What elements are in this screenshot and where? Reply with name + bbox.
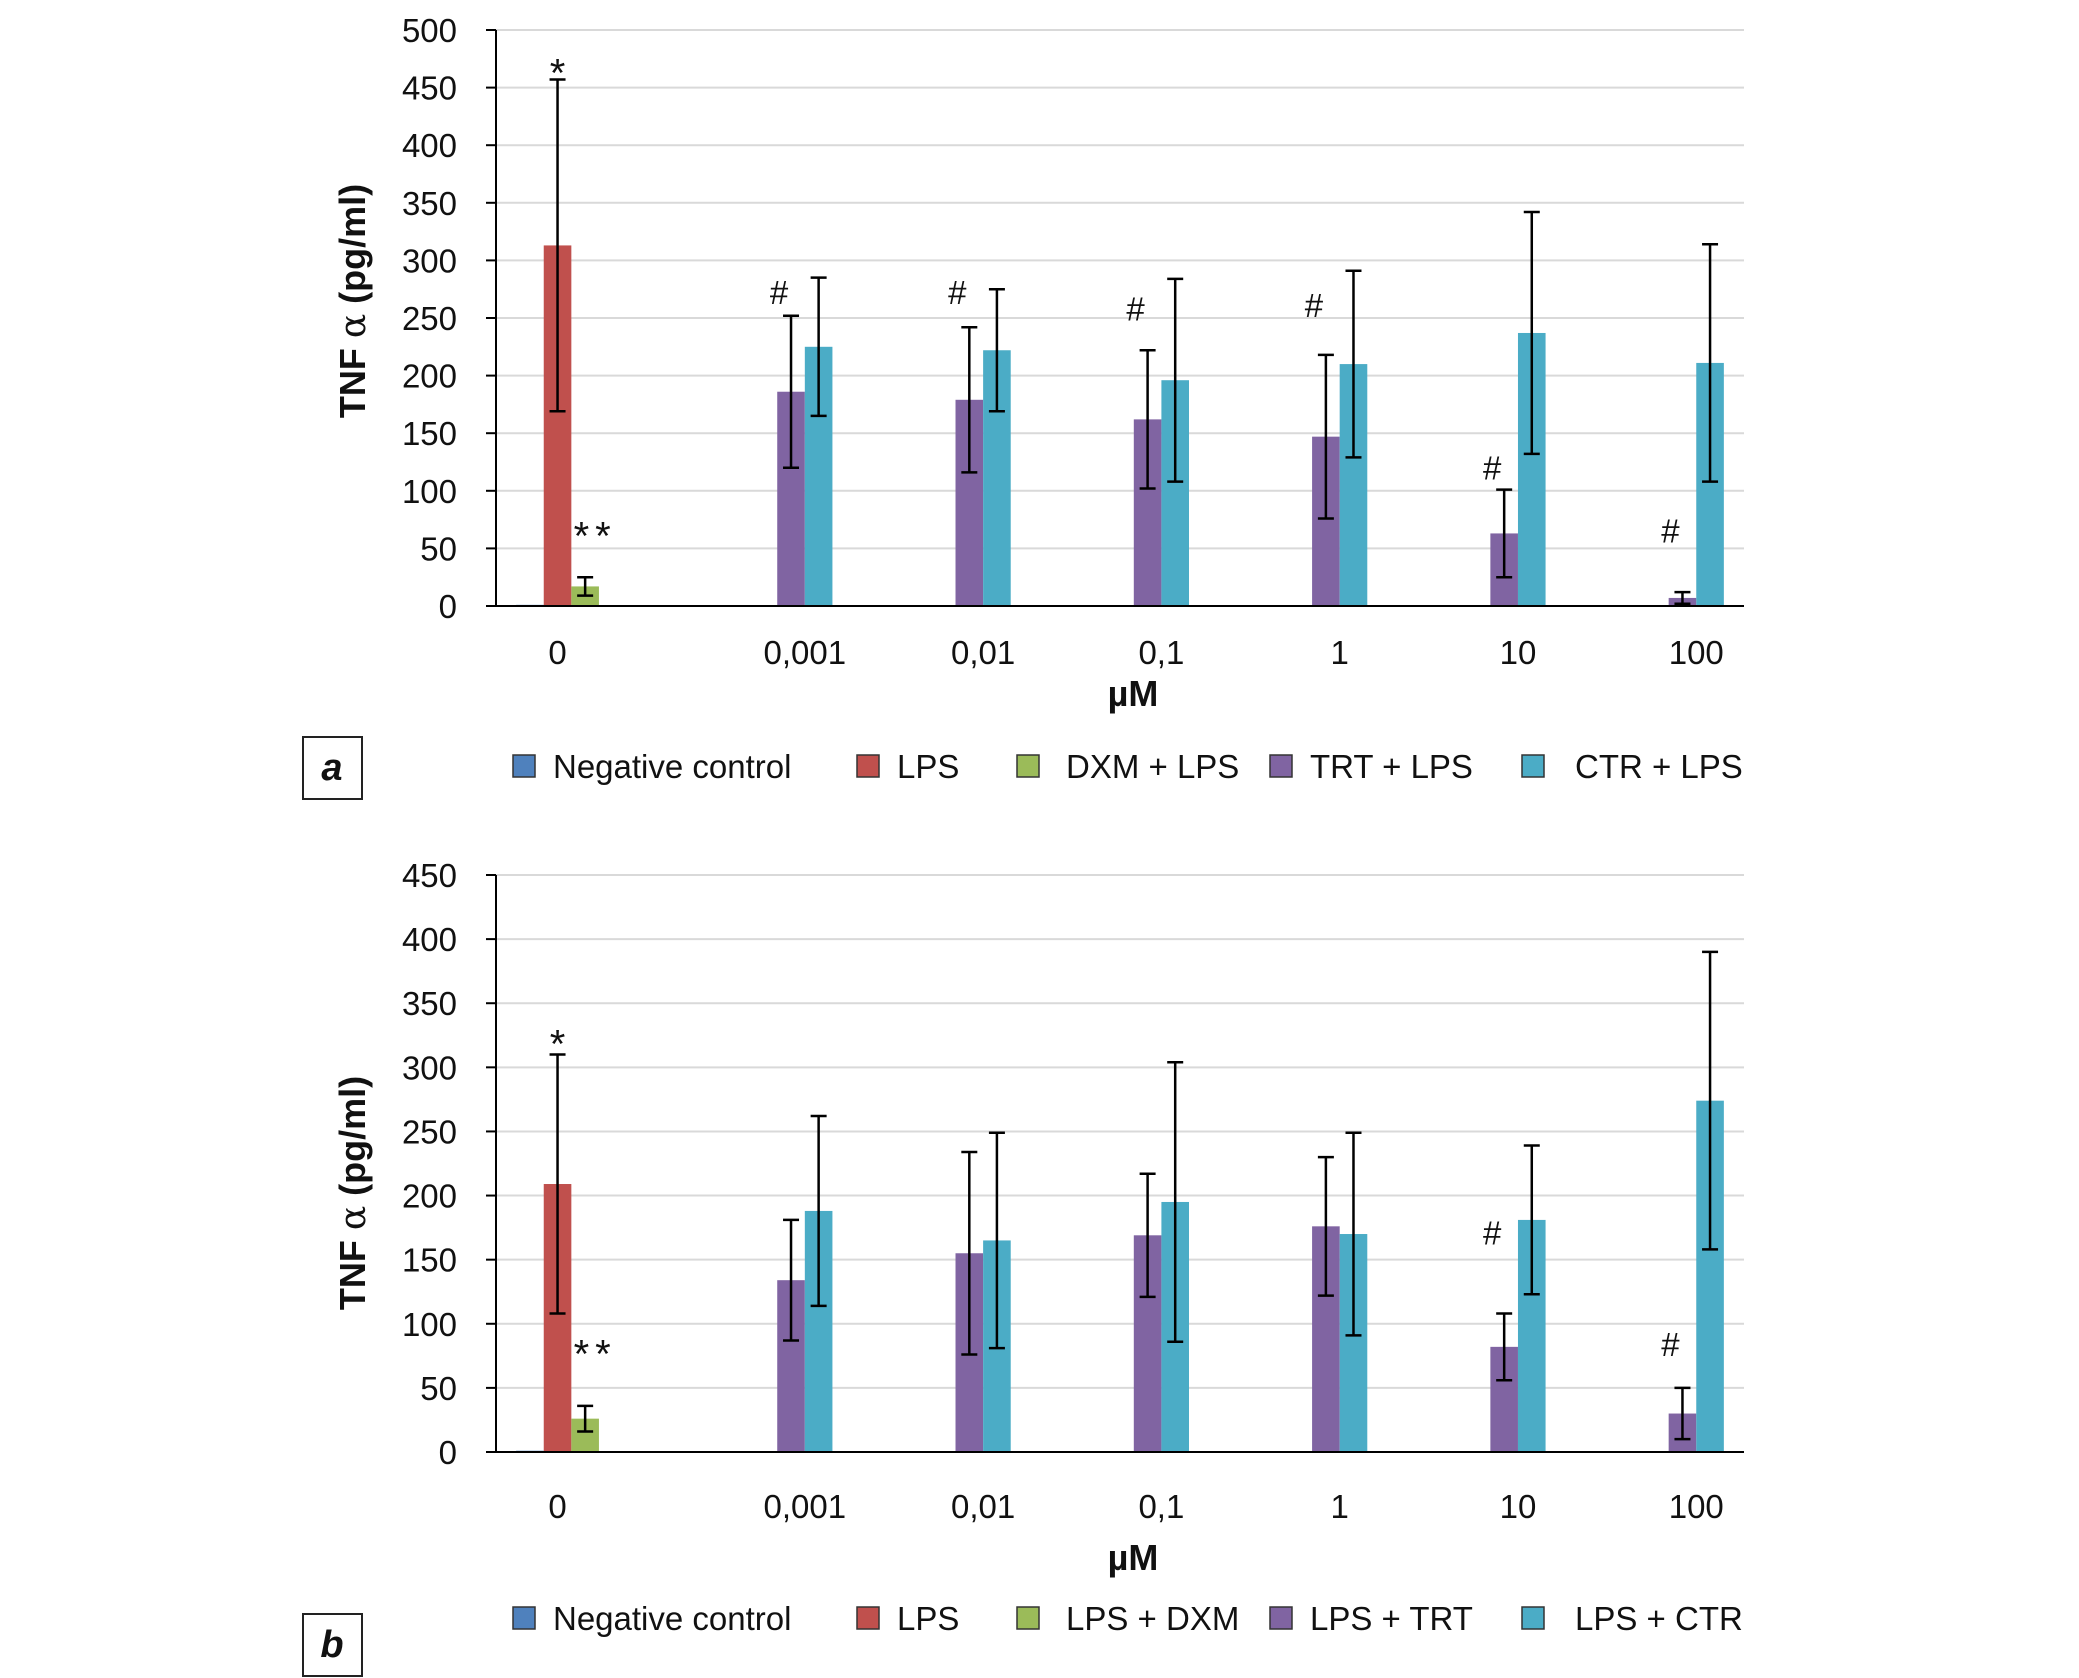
- x-tick-label: 100: [1669, 1488, 1724, 1525]
- y-tick-label: 150: [402, 415, 457, 452]
- legend-label: LPS + TRT: [1310, 1600, 1473, 1637]
- y-tick-label: 100: [402, 473, 457, 510]
- y-tick-label: 50: [420, 530, 457, 567]
- y-tick-label: 250: [402, 300, 457, 337]
- y-tick-label: 0: [439, 1434, 457, 1471]
- significance-annotations: ***# # # ###: [550, 52, 1681, 559]
- y-axis-title: TNF α (pg/ml): [332, 184, 374, 418]
- x-tick-label: 1: [1331, 1488, 1349, 1525]
- significance-marker: #: [770, 274, 789, 311]
- legend-marker-trt: [1269, 754, 1293, 778]
- legend-marker-lps: [856, 754, 880, 778]
- significance-marker: #: [1483, 1214, 1502, 1251]
- y-tick-labels: 0 50 100 150 200 250 300 350 400 450 500: [402, 12, 457, 625]
- significance-marker: *: [550, 52, 566, 96]
- y-tick-label: 250: [402, 1113, 457, 1150]
- y-tick-label: 300: [402, 242, 457, 279]
- panel-letter: b: [320, 1624, 343, 1666]
- y-tick-label: 400: [402, 921, 457, 958]
- axes: [486, 874, 1744, 1453]
- bars: [516, 245, 1724, 607]
- legend-label: LPS + DXM: [1066, 1600, 1239, 1637]
- gridlines: [496, 29, 1744, 550]
- x-tick-label: 0,1: [1138, 634, 1184, 671]
- panel-label-a: a: [302, 736, 363, 800]
- legend-marker-dxm: [1016, 1606, 1040, 1630]
- error-bars: [549, 78, 1719, 605]
- significance-marker: #: [1126, 290, 1145, 327]
- y-tick-label: 350: [402, 985, 457, 1022]
- legend: Negative control LPS DXM + LPS TRT + LPS CTR…: [512, 748, 1743, 785]
- significance-annotations: ***##: [550, 1022, 1681, 1376]
- y-tick-label: 500: [402, 12, 457, 49]
- legend-marker-negative_control: [512, 754, 536, 778]
- y-tick-label: 200: [402, 1178, 457, 1215]
- gridlines: [496, 874, 1744, 1389]
- legend-label: CTR + LPS: [1575, 748, 1743, 785]
- significance-marker: **: [574, 515, 617, 559]
- x-tick-label: 100: [1669, 634, 1724, 671]
- significance-marker: #: [1661, 513, 1680, 550]
- y-tick-labels: 0 50 100 150 200 250 300 350 400 450: [402, 857, 457, 1471]
- x-axis-title: µM: [1108, 1537, 1159, 1578]
- y-tick-label: 0: [439, 588, 457, 625]
- x-tick-label: 1: [1331, 634, 1349, 671]
- legend-marker-ctr: [1521, 754, 1545, 778]
- significance-marker: #: [1305, 287, 1324, 324]
- legend-marker-ctr: [1521, 1606, 1545, 1630]
- y-tick-label: 450: [402, 70, 457, 107]
- y-tick-label: 100: [402, 1306, 457, 1343]
- legend-label: DXM + LPS: [1066, 748, 1239, 785]
- legend-marker-dxm: [1016, 754, 1040, 778]
- y-tick-label: 350: [402, 185, 457, 222]
- x-tick-label: 0,01: [951, 1488, 1015, 1525]
- panel-letter: a: [321, 747, 342, 789]
- x-axis-title: µM: [1108, 673, 1159, 714]
- legend-marker-lps: [856, 1606, 880, 1630]
- x-tick-label: 0: [548, 1488, 566, 1525]
- x-tick-label: 10: [1500, 1488, 1537, 1525]
- significance-marker: #: [1483, 449, 1502, 486]
- x-tick-label: 0,001: [764, 1488, 847, 1525]
- axes: [486, 29, 1744, 607]
- y-tick-label: 150: [402, 1242, 457, 1279]
- x-tick-label: 0,01: [951, 634, 1015, 671]
- legend: Negative control LPS LPS + DXM LPS + TRT LPS…: [512, 1600, 1743, 1637]
- x-tick-label: 0: [548, 634, 566, 671]
- error-bars: [549, 950, 1719, 1441]
- panel-label-b: b: [302, 1613, 363, 1677]
- legend-label: Negative control: [553, 748, 791, 785]
- significance-marker: **: [574, 1333, 617, 1377]
- bars: [516, 1100, 1724, 1453]
- x-tick-label: 10: [1500, 634, 1537, 671]
- significance-marker: #: [948, 274, 967, 311]
- legend-label: Negative control: [553, 1600, 791, 1637]
- y-axis-title: TNF α (pg/ml): [332, 1076, 374, 1310]
- chart-panel-a: 0 50 100 150 200 250 300 350 400 450 500 0 0,001 0,0…: [302, 12, 1744, 800]
- legend-label: LPS: [897, 1600, 959, 1637]
- legend-label: LPS: [897, 748, 959, 785]
- significance-marker: *: [550, 1022, 566, 1066]
- x-tick-labels: 0 0,001 0,01 0,1 1 10 100: [548, 634, 1723, 671]
- y-tick-label: 50: [420, 1370, 457, 1407]
- legend-label: LPS + CTR: [1575, 1600, 1743, 1637]
- y-tick-label: 450: [402, 857, 457, 894]
- y-tick-label: 400: [402, 127, 457, 164]
- legend-label: TRT + LPS: [1310, 748, 1473, 785]
- x-tick-label: 0,001: [764, 634, 847, 671]
- y-tick-label: 300: [402, 1049, 457, 1086]
- x-tick-label: 0,1: [1138, 1488, 1184, 1525]
- x-tick-labels: 0 0,001 0,01 0,1 1 10 100: [548, 1488, 1723, 1525]
- legend-marker-trt: [1269, 1606, 1293, 1630]
- y-tick-label: 200: [402, 358, 457, 395]
- chart-panel-b: 0 50 100 150 200 250 300 350 400 450 0 0,001 0,01 0,…: [302, 857, 1744, 1677]
- legend-marker-negative_control: [512, 1606, 536, 1630]
- significance-marker: #: [1661, 1326, 1680, 1363]
